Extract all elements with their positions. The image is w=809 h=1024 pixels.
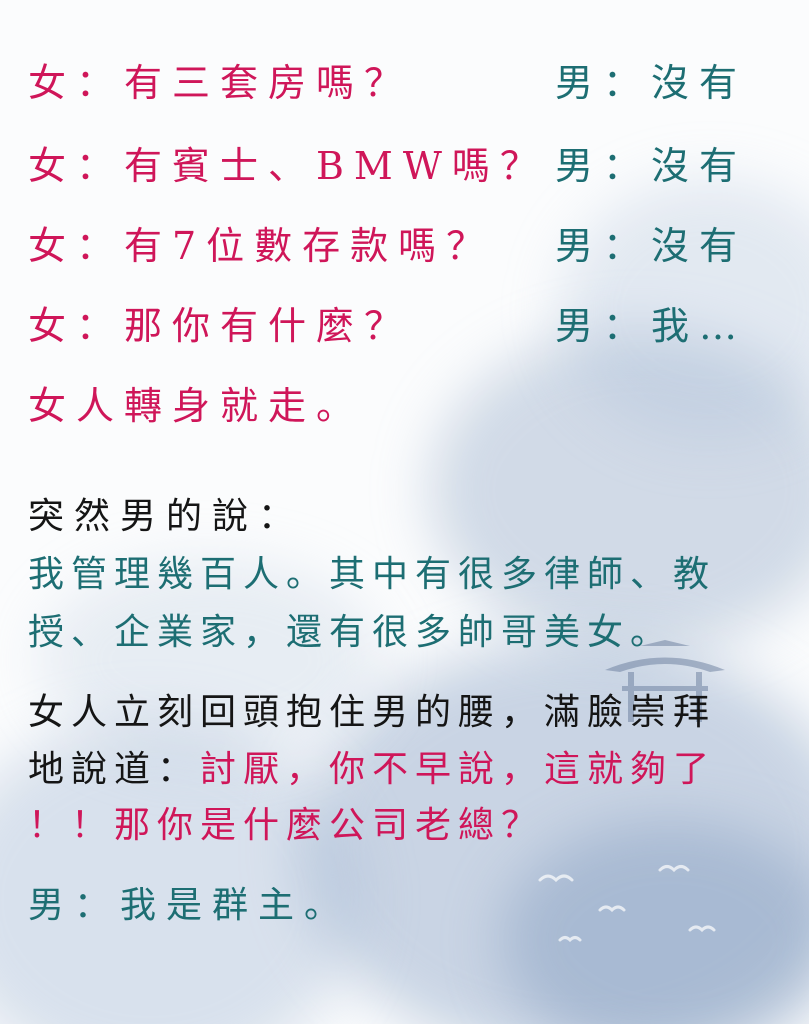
man-speech-line-1: 我管理幾百人。其中有很多律師、教: [28, 554, 717, 595]
woman-question-4: 女：那你有什麼？: [28, 304, 413, 348]
woman-question-3: 女：有7位數存款嗎？: [28, 224, 495, 268]
watercolor-wash: [560, 180, 809, 440]
woman-quote: 討厭，你不早說，這就夠了: [200, 749, 717, 790]
man-answer-1: 男：沒有: [555, 61, 748, 105]
watercolor-wash: [430, 330, 809, 650]
woman-question-2: 女：有賓士、BMW嗎？: [28, 144, 548, 188]
reaction-line-2-prefix: 地說道：: [28, 749, 201, 790]
watercolor-wash: [300, 640, 809, 1024]
pavilion-icon: [605, 640, 725, 722]
man-answer-4: 男：我…: [555, 304, 748, 348]
birds-icon: [538, 865, 716, 943]
woman-question-1: 女：有三套房嗎？: [28, 61, 413, 105]
woman-quote-line-3: ！！那你是什麼公司老總？: [28, 805, 545, 846]
man-speech-line-2: 授、企業家，還有很多帥哥美女。: [28, 612, 674, 653]
reaction-line-1: 女人立刻回頭抱住男的腰，滿臉崇拜: [28, 692, 717, 733]
man-answer-2: 男：沒有: [555, 144, 748, 188]
reaction-line-2: 地說道：討厭，你不早說，這就夠了: [28, 740, 716, 792]
turn-away-line: 女人轉身就走。: [28, 384, 365, 428]
watercolor-wash: [40, 560, 380, 760]
sudden-intro: 突然男的說：: [28, 496, 305, 537]
watercolor-wash: [500, 820, 809, 1024]
man-answer-3: 男：沒有: [555, 224, 748, 268]
punchline: 男：我是群主。: [28, 885, 351, 926]
